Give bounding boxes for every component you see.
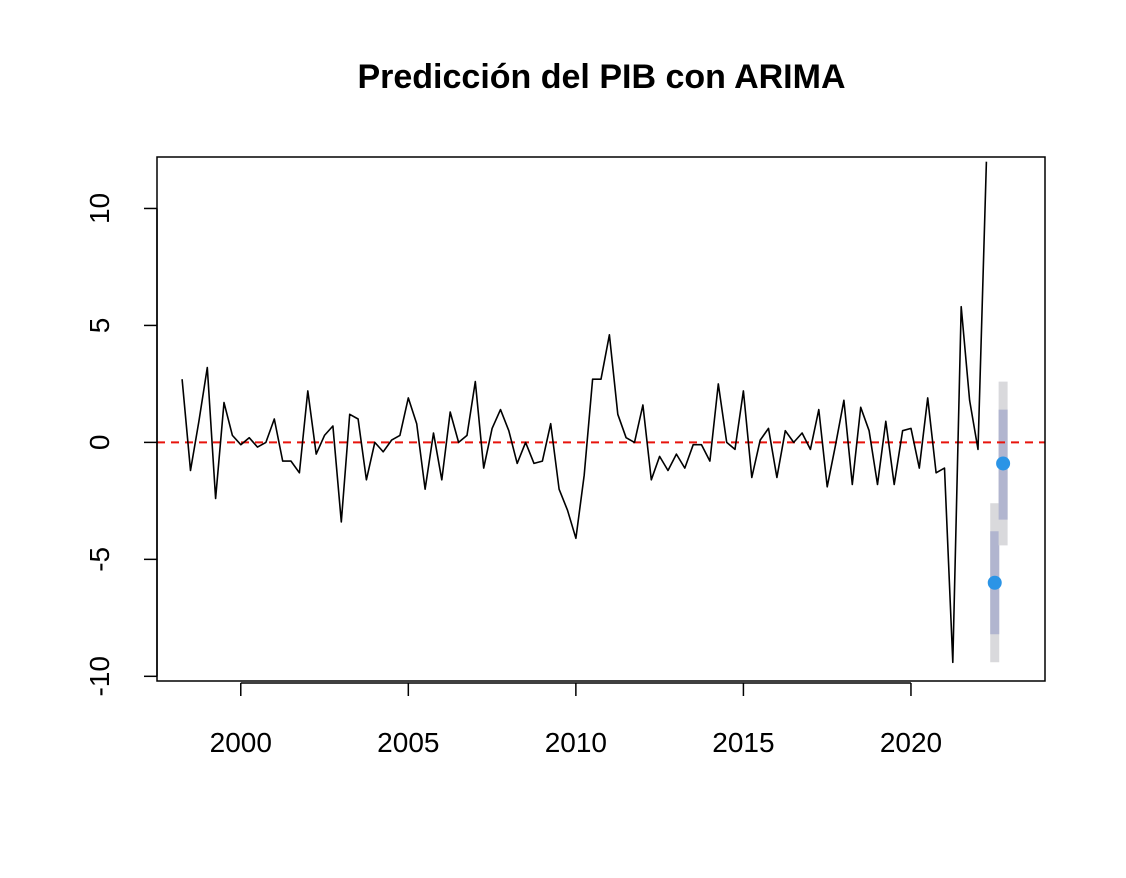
y-tick-label-5: 5 — [84, 318, 115, 334]
x-tick-label-2015: 2015 — [712, 727, 774, 758]
y-axis: -10 -5 0 5 10 — [84, 193, 158, 697]
chart-title: Predicción del PIB con ARIMA — [357, 58, 846, 96]
forecast-points — [987, 456, 1011, 590]
y-tick-label--5: -5 — [84, 547, 115, 572]
forecast-point-2 — [996, 456, 1011, 471]
forecast-point-1 — [987, 575, 1002, 590]
x-tick-label-2020: 2020 — [880, 727, 942, 758]
gdp-series-line — [181, 161, 988, 664]
x-tick-label-2010: 2010 — [545, 727, 607, 758]
y-tick-label-10: 10 — [84, 193, 115, 224]
y-tick-label-0: 0 — [84, 435, 115, 451]
y-tick-label--10: -10 — [84, 656, 115, 696]
x-tick-label-2005: 2005 — [377, 727, 439, 758]
forecast-intervals — [990, 381, 1008, 663]
x-axis: 2000 2005 2010 2015 2020 — [210, 682, 942, 758]
plot-frame — [156, 156, 1046, 682]
x-tick-label-2000: 2000 — [210, 727, 272, 758]
